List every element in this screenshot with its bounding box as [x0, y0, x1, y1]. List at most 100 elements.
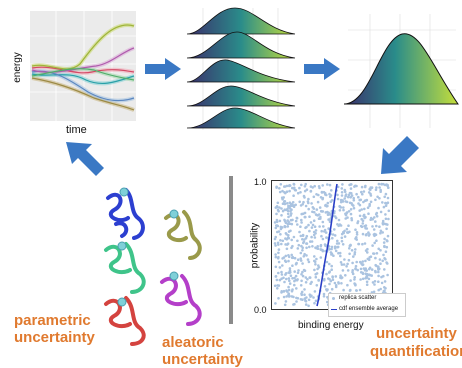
scatter-point [300, 183, 303, 187]
scatter-point [274, 302, 277, 305]
scatter-point [379, 287, 382, 291]
scatter-point [322, 292, 326, 296]
scatter-point [303, 288, 306, 291]
scatter-point [305, 188, 309, 191]
scatter-point [288, 207, 292, 210]
scatter-point [288, 269, 292, 272]
scatter-point [377, 206, 380, 210]
scatter-point [386, 234, 390, 238]
scatter-point [374, 220, 377, 223]
scatter-point [310, 202, 313, 205]
scatter-point [317, 217, 321, 220]
scatter-point [349, 196, 352, 199]
scatter-point [383, 280, 387, 283]
scatter-point [296, 247, 300, 250]
scatter-point [299, 251, 303, 255]
scatter-point [284, 221, 288, 225]
scatter-point [297, 269, 300, 272]
scatter-point [332, 254, 335, 257]
scatter-point [371, 218, 374, 221]
scatter-point [292, 303, 295, 306]
scatter-point [313, 236, 317, 239]
scatter-point [291, 218, 294, 222]
scatter-point [280, 270, 283, 274]
scatter-point [383, 237, 386, 241]
scatter-point [363, 207, 366, 211]
scatter-point [343, 235, 347, 238]
scatter-point [291, 201, 295, 204]
scatter-point [279, 225, 283, 229]
scatter-point [328, 262, 331, 266]
scatter-point [287, 271, 291, 274]
scatter-point [314, 275, 318, 279]
scatter-point [299, 234, 303, 238]
scatter-point [355, 184, 358, 188]
scatter-point [347, 258, 351, 262]
scatter-point [331, 275, 334, 279]
scatter-point [301, 262, 304, 265]
scatter-point [357, 195, 360, 199]
scatter-point [275, 278, 279, 282]
scatter-point [355, 231, 359, 234]
scatter-point [307, 260, 311, 264]
scatter-point [348, 201, 352, 205]
scatter-point [379, 210, 383, 214]
scatter-point [294, 189, 298, 192]
scatter-point [287, 234, 290, 237]
scatter-point [381, 259, 384, 263]
scatter-point [294, 219, 298, 223]
scatter-point [289, 229, 292, 233]
scatter-point [311, 223, 315, 227]
scatter-point [313, 301, 316, 305]
scatter-point [346, 231, 350, 234]
scatter-point [286, 219, 289, 222]
scatter-point [373, 283, 376, 286]
scatter-point [364, 267, 367, 270]
scatter-point [290, 222, 294, 226]
scatter-point [283, 224, 287, 228]
scatter-point [279, 183, 283, 186]
scatter-point [304, 299, 308, 303]
scatter-point [373, 232, 376, 236]
scatter-point [344, 274, 347, 277]
scatter-point [331, 233, 335, 236]
parametric-label-1: parametric [14, 312, 91, 329]
scatter-point [379, 249, 382, 252]
scatter-point [286, 236, 290, 239]
scatter-point [368, 267, 371, 271]
scatter-point [346, 269, 350, 272]
scatter-point [280, 277, 283, 280]
scatter-point [306, 278, 309, 281]
scatter-point [360, 208, 363, 211]
scatter-point [368, 273, 372, 277]
scatter-point [377, 247, 380, 251]
scatter-point [344, 194, 347, 198]
scatter-point [377, 280, 380, 283]
scatter-point [300, 279, 303, 283]
scatter-point [381, 231, 384, 234]
scatter-point [344, 217, 347, 220]
scatter-point [315, 193, 318, 196]
scatter-point [281, 189, 284, 193]
parametric-label-2: uncertainty [14, 329, 95, 346]
scatter-point [371, 244, 374, 247]
scatter-point [356, 220, 360, 223]
scatter-point [350, 249, 354, 252]
scatter-point [374, 256, 377, 260]
scatter-point [284, 232, 288, 235]
scatter-point [358, 214, 362, 218]
scatter-point [330, 287, 334, 291]
scatter-point [276, 230, 279, 234]
scatter-point [343, 197, 346, 200]
scatter-ylabel: probability [249, 222, 261, 269]
scatter-point [339, 254, 342, 258]
scatter-point [290, 289, 294, 293]
scatter-point [283, 280, 286, 284]
scatter-point [291, 186, 294, 190]
scatter-point [302, 268, 306, 272]
scatter-point [382, 241, 386, 244]
scatter-point [359, 271, 363, 274]
scatter-point [355, 289, 358, 292]
scatter-point [348, 289, 352, 292]
scatter-point [336, 245, 339, 249]
